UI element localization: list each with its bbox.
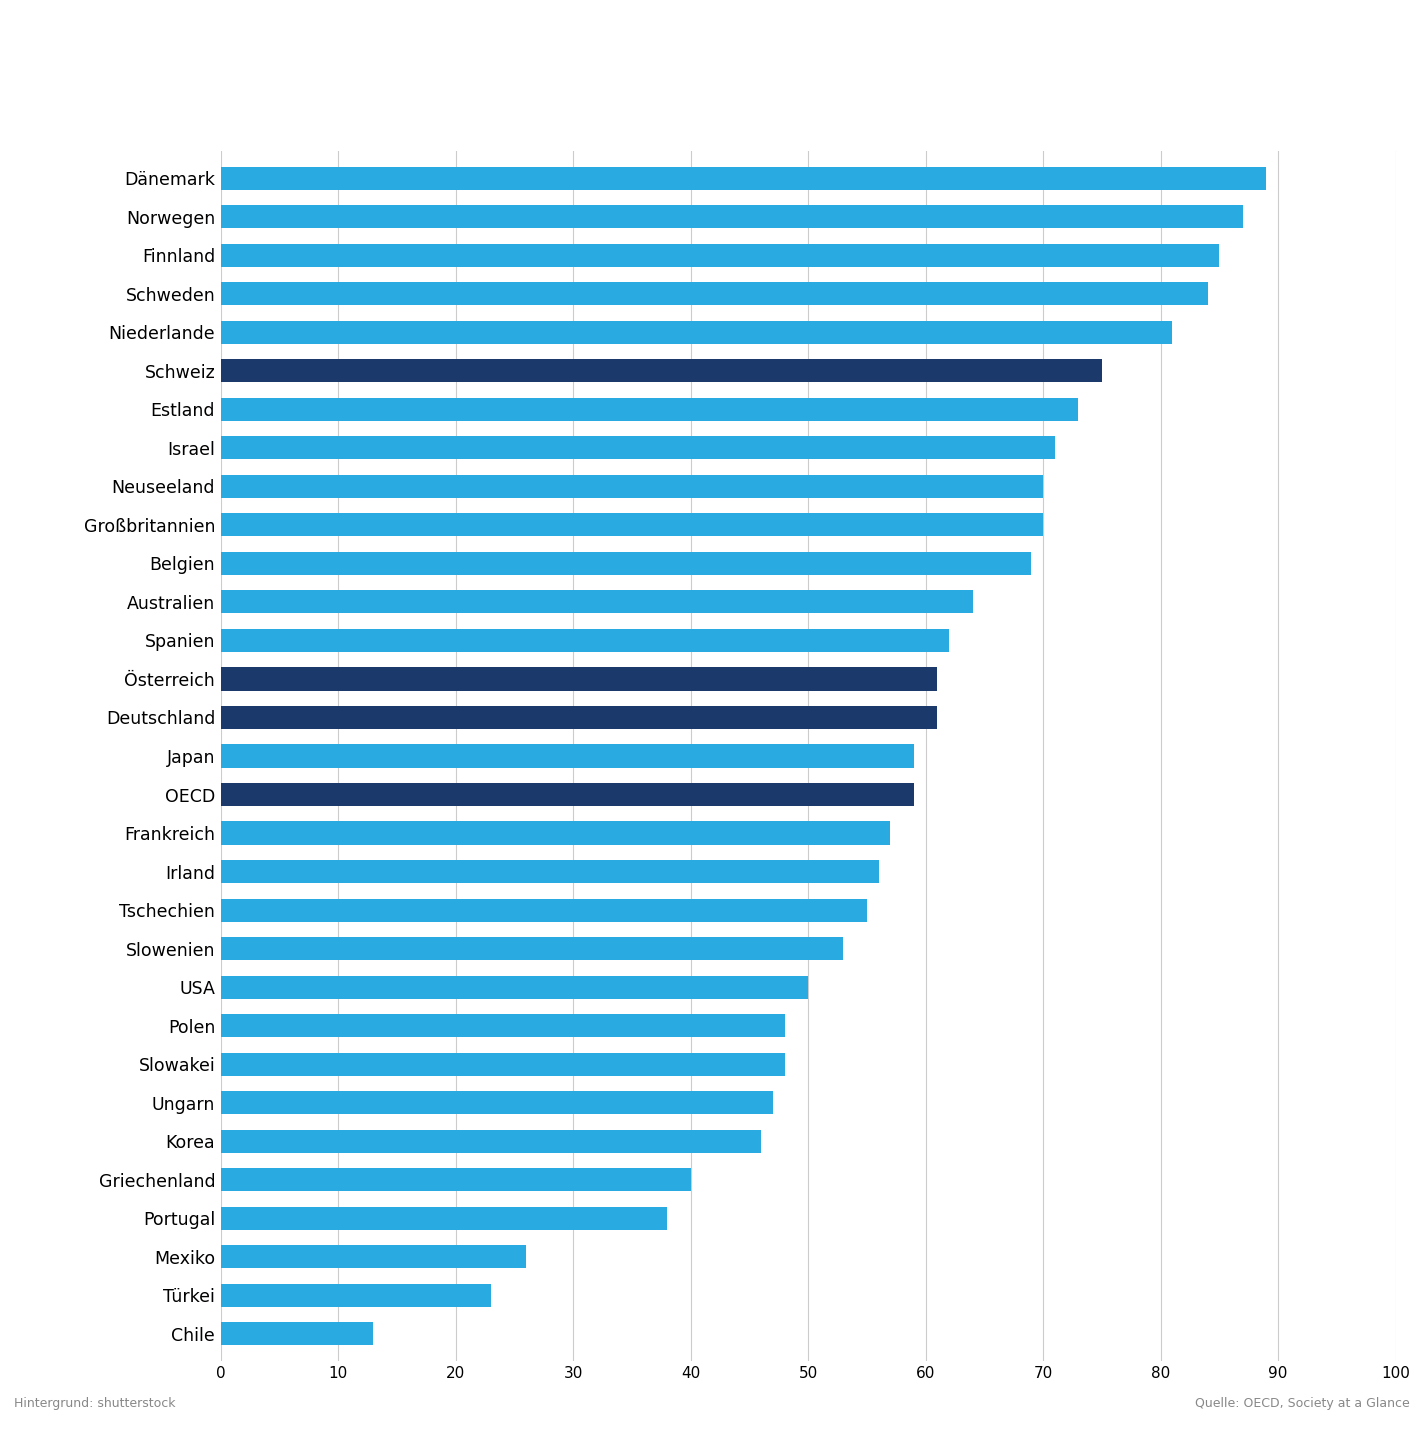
Bar [221, 975, 809, 999]
Bar [221, 706, 937, 729]
Bar [221, 1283, 491, 1308]
Bar [221, 783, 914, 806]
Bar [221, 1246, 527, 1269]
Text: Hintergrund: shutterstock: Hintergrund: shutterstock [14, 1397, 175, 1411]
Text: Quelle: OECD, Society at a Glance: Quelle: OECD, Society at a Glance [1195, 1397, 1410, 1411]
Bar [221, 513, 1042, 537]
Bar [221, 821, 890, 845]
Bar [221, 1207, 666, 1230]
Polygon shape [44, 14, 75, 117]
Bar [221, 359, 1102, 383]
Bar [221, 590, 973, 613]
Bar [221, 937, 843, 960]
Text: Anteil der Befragten, die ihren Mitmenschen generell hohes Vertrauen entgegenbri: Anteil der Befragten, die ihren Mitmensc… [93, 108, 990, 127]
Bar [221, 899, 867, 922]
Bar [221, 667, 937, 691]
Text: Vertrauensvoll: Vertrauensvoll [93, 26, 597, 84]
Bar [221, 282, 1208, 305]
Bar [221, 475, 1042, 498]
Bar [221, 744, 914, 768]
Bar [221, 552, 1031, 575]
Bar [221, 1014, 785, 1037]
Bar [221, 1053, 785, 1076]
Bar [221, 1129, 760, 1153]
Bar [221, 204, 1243, 229]
Bar [221, 629, 948, 652]
Bar [221, 860, 879, 883]
Polygon shape [23, 14, 54, 117]
Bar [221, 243, 1219, 266]
Bar [221, 1322, 373, 1345]
Bar [221, 397, 1078, 420]
Bar [221, 1092, 773, 1115]
Bar [221, 1168, 691, 1191]
Bar [221, 436, 1055, 459]
Bar [221, 167, 1266, 190]
Bar [221, 321, 1172, 344]
